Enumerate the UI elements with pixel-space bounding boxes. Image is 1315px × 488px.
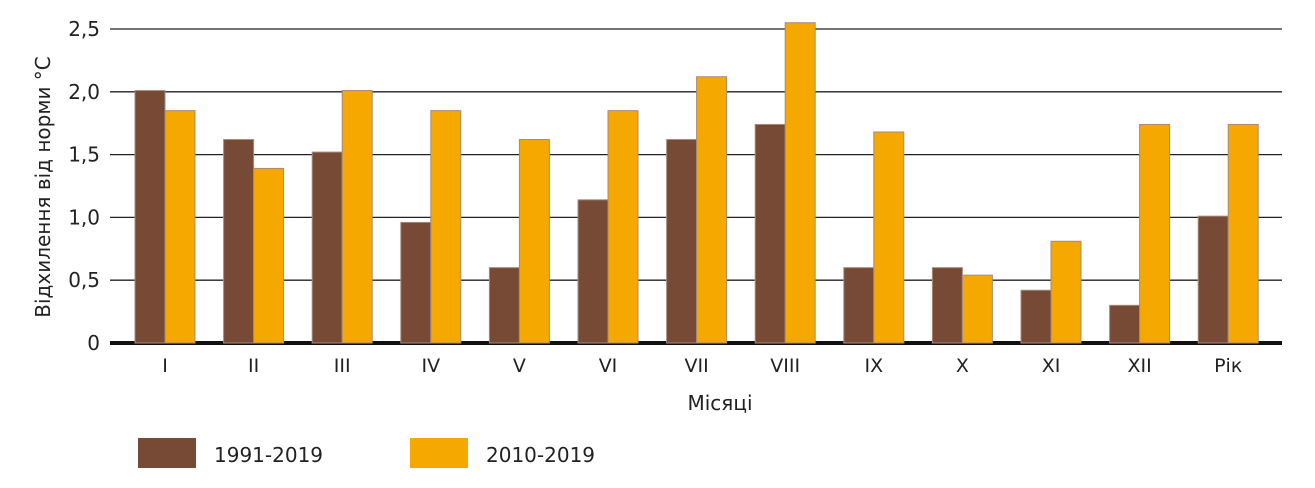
bar-2010-2019-IV xyxy=(430,110,462,344)
bar-2010-2019-II xyxy=(253,167,285,344)
x-tick-label: Рік xyxy=(1214,355,1242,377)
bar-1991-2019-V xyxy=(488,267,520,344)
x-tick-label: XI xyxy=(1042,355,1061,377)
x-tick-label: III xyxy=(334,355,351,377)
legend-label: 2010-2019 xyxy=(486,443,595,467)
bar-1991-2019-VIII xyxy=(754,123,786,344)
x-axis-title: Місяці xyxy=(687,391,752,415)
bar-1991-2019-VI xyxy=(577,199,609,344)
bar-2010-2019-III xyxy=(341,90,373,344)
x-tick-label: IV xyxy=(421,355,440,377)
y-tick-label: 2,5 xyxy=(68,17,100,41)
bar-2010-2019-IX xyxy=(873,131,905,344)
x-tick-label: IX xyxy=(864,355,883,377)
bar-2010-2019-VI xyxy=(607,110,639,344)
x-tick-label: VII xyxy=(684,355,708,377)
bar-1991-2019-XII xyxy=(1109,304,1141,344)
x-tick-label: VI xyxy=(599,355,618,377)
x-tick-label: V xyxy=(513,355,526,377)
y-tick-label: 1,5 xyxy=(68,143,100,167)
bar-1991-2019-I xyxy=(134,90,166,344)
bar-1991-2019-X xyxy=(931,267,963,344)
x-tick-label: XII xyxy=(1127,355,1151,377)
legend-swatch xyxy=(410,438,468,468)
bar-2010-2019-V xyxy=(518,139,550,344)
x-tick-label: VIII xyxy=(770,355,800,377)
bar-1991-2019-Рік xyxy=(1197,215,1229,344)
bar-2010-2019-VIII xyxy=(784,22,816,344)
bar-2010-2019-XI xyxy=(1050,240,1082,344)
bar-1991-2019-VII xyxy=(666,139,698,344)
bar-1991-2019-IX xyxy=(843,267,875,344)
x-tick-label: X xyxy=(956,355,969,377)
bar-1991-2019-IV xyxy=(400,221,432,344)
bar-2010-2019-X xyxy=(961,274,993,344)
bar-2010-2019-VII xyxy=(696,76,728,344)
bar-1991-2019-XI xyxy=(1020,289,1052,344)
bar-1991-2019-II xyxy=(223,139,255,344)
x-tick-label: II xyxy=(248,355,259,377)
x-tick-label: I xyxy=(162,355,168,377)
legend-label: 1991-2019 xyxy=(214,443,323,467)
bar-1991-2019-III xyxy=(311,151,343,344)
y-tick-label: 1,0 xyxy=(68,205,100,229)
legend-swatch xyxy=(138,438,196,468)
y-tick-label: 2,0 xyxy=(68,80,100,104)
bar-2010-2019-Рік xyxy=(1227,123,1259,344)
bar-2010-2019-XII xyxy=(1139,123,1171,344)
y-tick-label: 0,5 xyxy=(68,268,100,292)
y-axis-title: Відхилення від норми °C xyxy=(31,56,55,318)
y-tick-label: 0 xyxy=(87,331,100,355)
bar-2010-2019-I xyxy=(164,110,196,344)
